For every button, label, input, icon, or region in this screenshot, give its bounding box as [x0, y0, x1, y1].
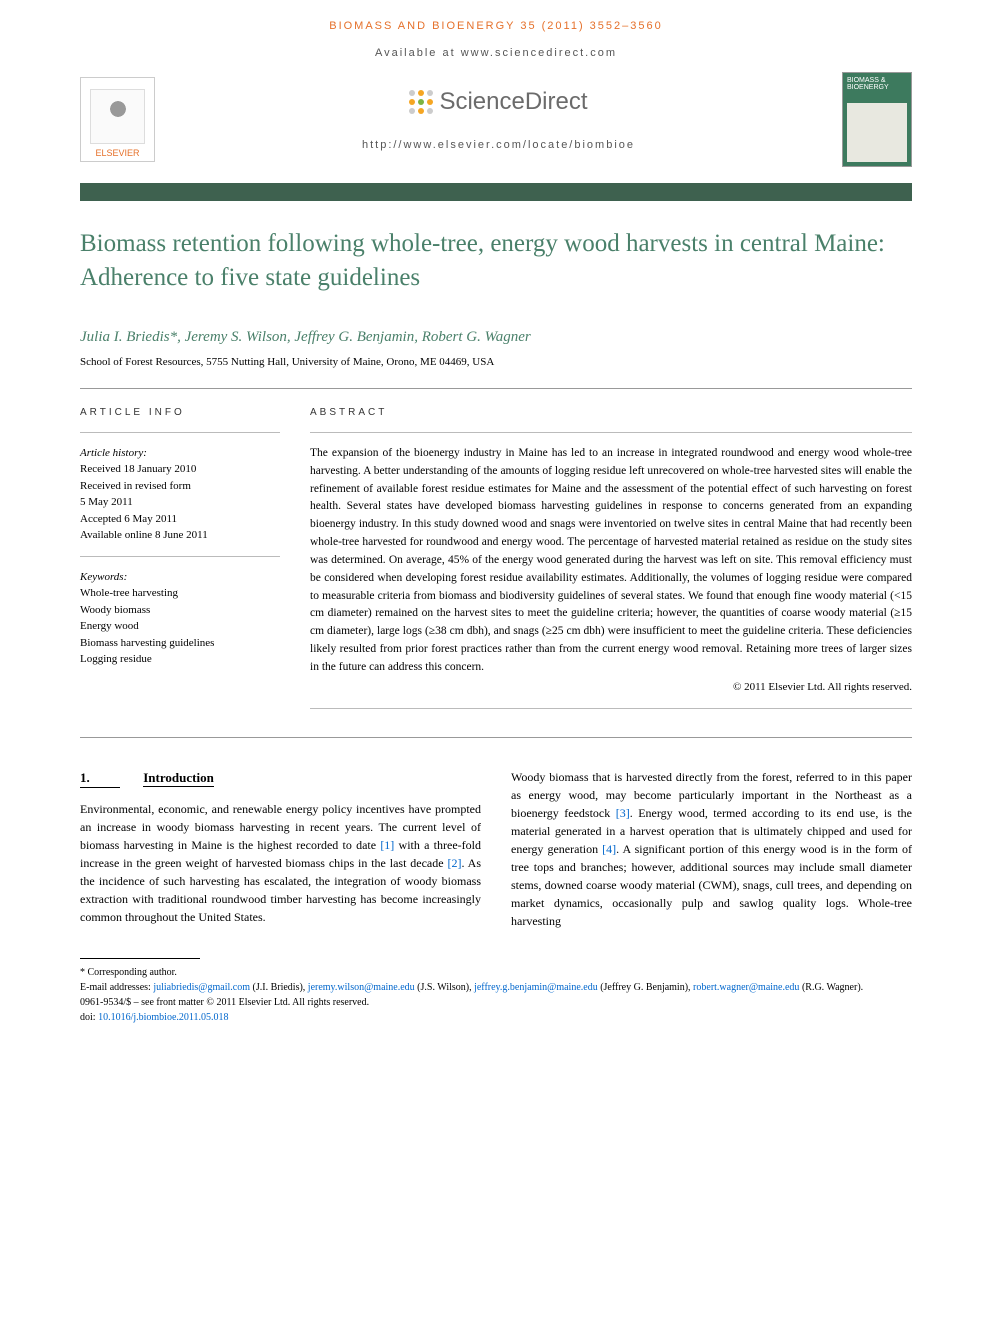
intro-paragraph-1: Environmental, economic, and renewable e…	[80, 800, 481, 926]
article-title: Biomass retention following whole-tree, …	[80, 227, 912, 295]
doi-link[interactable]: 10.1016/j.biombioe.2011.05.018	[98, 1012, 228, 1023]
section-label: Introduction	[143, 770, 214, 787]
history-label: Article history:	[80, 445, 280, 462]
online-date: Available online 8 June 2011	[80, 527, 280, 544]
journal-cover-title: BIOMASS & BIOENERGY	[847, 77, 907, 91]
keyword: Energy wood	[80, 618, 280, 635]
sciencedirect-block: ScienceDirect http://www.elsevier.com/lo…	[155, 83, 842, 156]
body-columns: 1. Introduction Environmental, economic,…	[0, 738, 992, 950]
doi-line: doi: 10.1016/j.biombioe.2011.05.018	[80, 1010, 912, 1025]
elsevier-tree-icon	[90, 89, 145, 144]
email-link[interactable]: jeffrey.g.benjamin@maine.edu	[474, 982, 598, 993]
corresponding-author: * Corresponding author.	[80, 965, 912, 980]
keyword: Woody biomass	[80, 602, 280, 619]
abstract-bottom-divider	[310, 708, 912, 709]
email-name: (J.S. Wilson),	[417, 982, 474, 993]
article-info-col: ARTICLE INFO Article history: Received 1…	[80, 405, 280, 721]
received-date: Received 18 January 2010	[80, 461, 280, 478]
abstract-copyright: © 2011 Elsevier Ltd. All rights reserved…	[310, 679, 912, 696]
journal-header: ELSEVIER ScienceDirect http://www.elsevi…	[0, 64, 992, 175]
email-link[interactable]: jeremy.wilson@maine.edu	[308, 982, 415, 993]
email-name: (Jeffrey G. Benjamin),	[600, 982, 693, 993]
email-link[interactable]: robert.wagner@maine.edu	[693, 982, 799, 993]
article-info-heading: ARTICLE INFO	[80, 405, 280, 420]
info-divider-2	[80, 556, 280, 557]
info-abstract-row: ARTICLE INFO Article history: Received 1…	[0, 389, 992, 737]
doi-label: doi:	[80, 1012, 96, 1023]
running-head: BIOMASS AND BIOENERGY 35 (2011) 3552–356…	[0, 0, 992, 42]
email-name: (J.I. Briedis),	[253, 982, 308, 993]
keyword: Whole-tree harvesting	[80, 585, 280, 602]
available-at: Available at www.sciencedirect.com	[0, 42, 992, 64]
abstract-heading: ABSTRACT	[310, 405, 912, 421]
publisher-name: ELSEVIER	[95, 148, 139, 158]
abstract-col: ABSTRACT The expansion of the bioenergy …	[310, 405, 912, 721]
sd-dots-icon	[409, 90, 433, 114]
email-label: E-mail addresses:	[80, 982, 153, 993]
footnotes-block: * Corresponding author. E-mail addresses…	[0, 950, 992, 1055]
keywords-label: Keywords:	[80, 569, 280, 586]
revised-date: 5 May 2011	[80, 494, 280, 511]
issn-line: 0961-9534/$ – see front matter © 2011 El…	[80, 995, 912, 1010]
intro-paragraph-2: Woody biomass that is harvested directly…	[511, 768, 912, 930]
title-ruler	[80, 183, 912, 201]
email-addresses-line: E-mail addresses: juliabriedis@gmail.com…	[80, 980, 912, 995]
sciencedirect-logo: ScienceDirect	[409, 88, 587, 116]
keyword: Logging residue	[80, 651, 280, 668]
info-divider-1	[80, 432, 280, 433]
sd-brand-text: ScienceDirect	[439, 88, 587, 116]
affiliation: School of Forest Resources, 5755 Nutting…	[0, 352, 992, 388]
elsevier-logo: ELSEVIER	[80, 77, 155, 162]
revised-label: Received in revised form	[80, 478, 280, 495]
authors-line: Julia I. Briedis*, Jeremy S. Wilson, Jef…	[0, 307, 992, 352]
keyword: Biomass harvesting guidelines	[80, 635, 280, 652]
email-link[interactable]: juliabriedis@gmail.com	[153, 982, 250, 993]
abstract-divider	[310, 432, 912, 433]
intro-text-2: Woody biomass that is harvested directly…	[511, 770, 912, 928]
title-block: Biomass retention following whole-tree, …	[0, 209, 992, 307]
journal-cover-image	[847, 103, 907, 162]
journal-cover-thumb: BIOMASS & BIOENERGY	[842, 72, 912, 167]
section-heading-intro: 1. Introduction	[80, 768, 481, 789]
accepted-date: Accepted 6 May 2011	[80, 511, 280, 528]
body-col-right: Woody biomass that is harvested directly…	[511, 768, 912, 930]
body-col-left: 1. Introduction Environmental, economic,…	[80, 768, 481, 930]
section-num: 1.	[80, 768, 120, 789]
footnote-rule	[80, 958, 200, 959]
journal-home-url[interactable]: http://www.elsevier.com/locate/biombioe	[155, 134, 842, 156]
intro-text-1: Environmental, economic, and renewable e…	[80, 802, 481, 924]
abstract-text: The expansion of the bioenergy industry …	[310, 445, 912, 677]
email-name: (R.G. Wagner).	[802, 982, 863, 993]
